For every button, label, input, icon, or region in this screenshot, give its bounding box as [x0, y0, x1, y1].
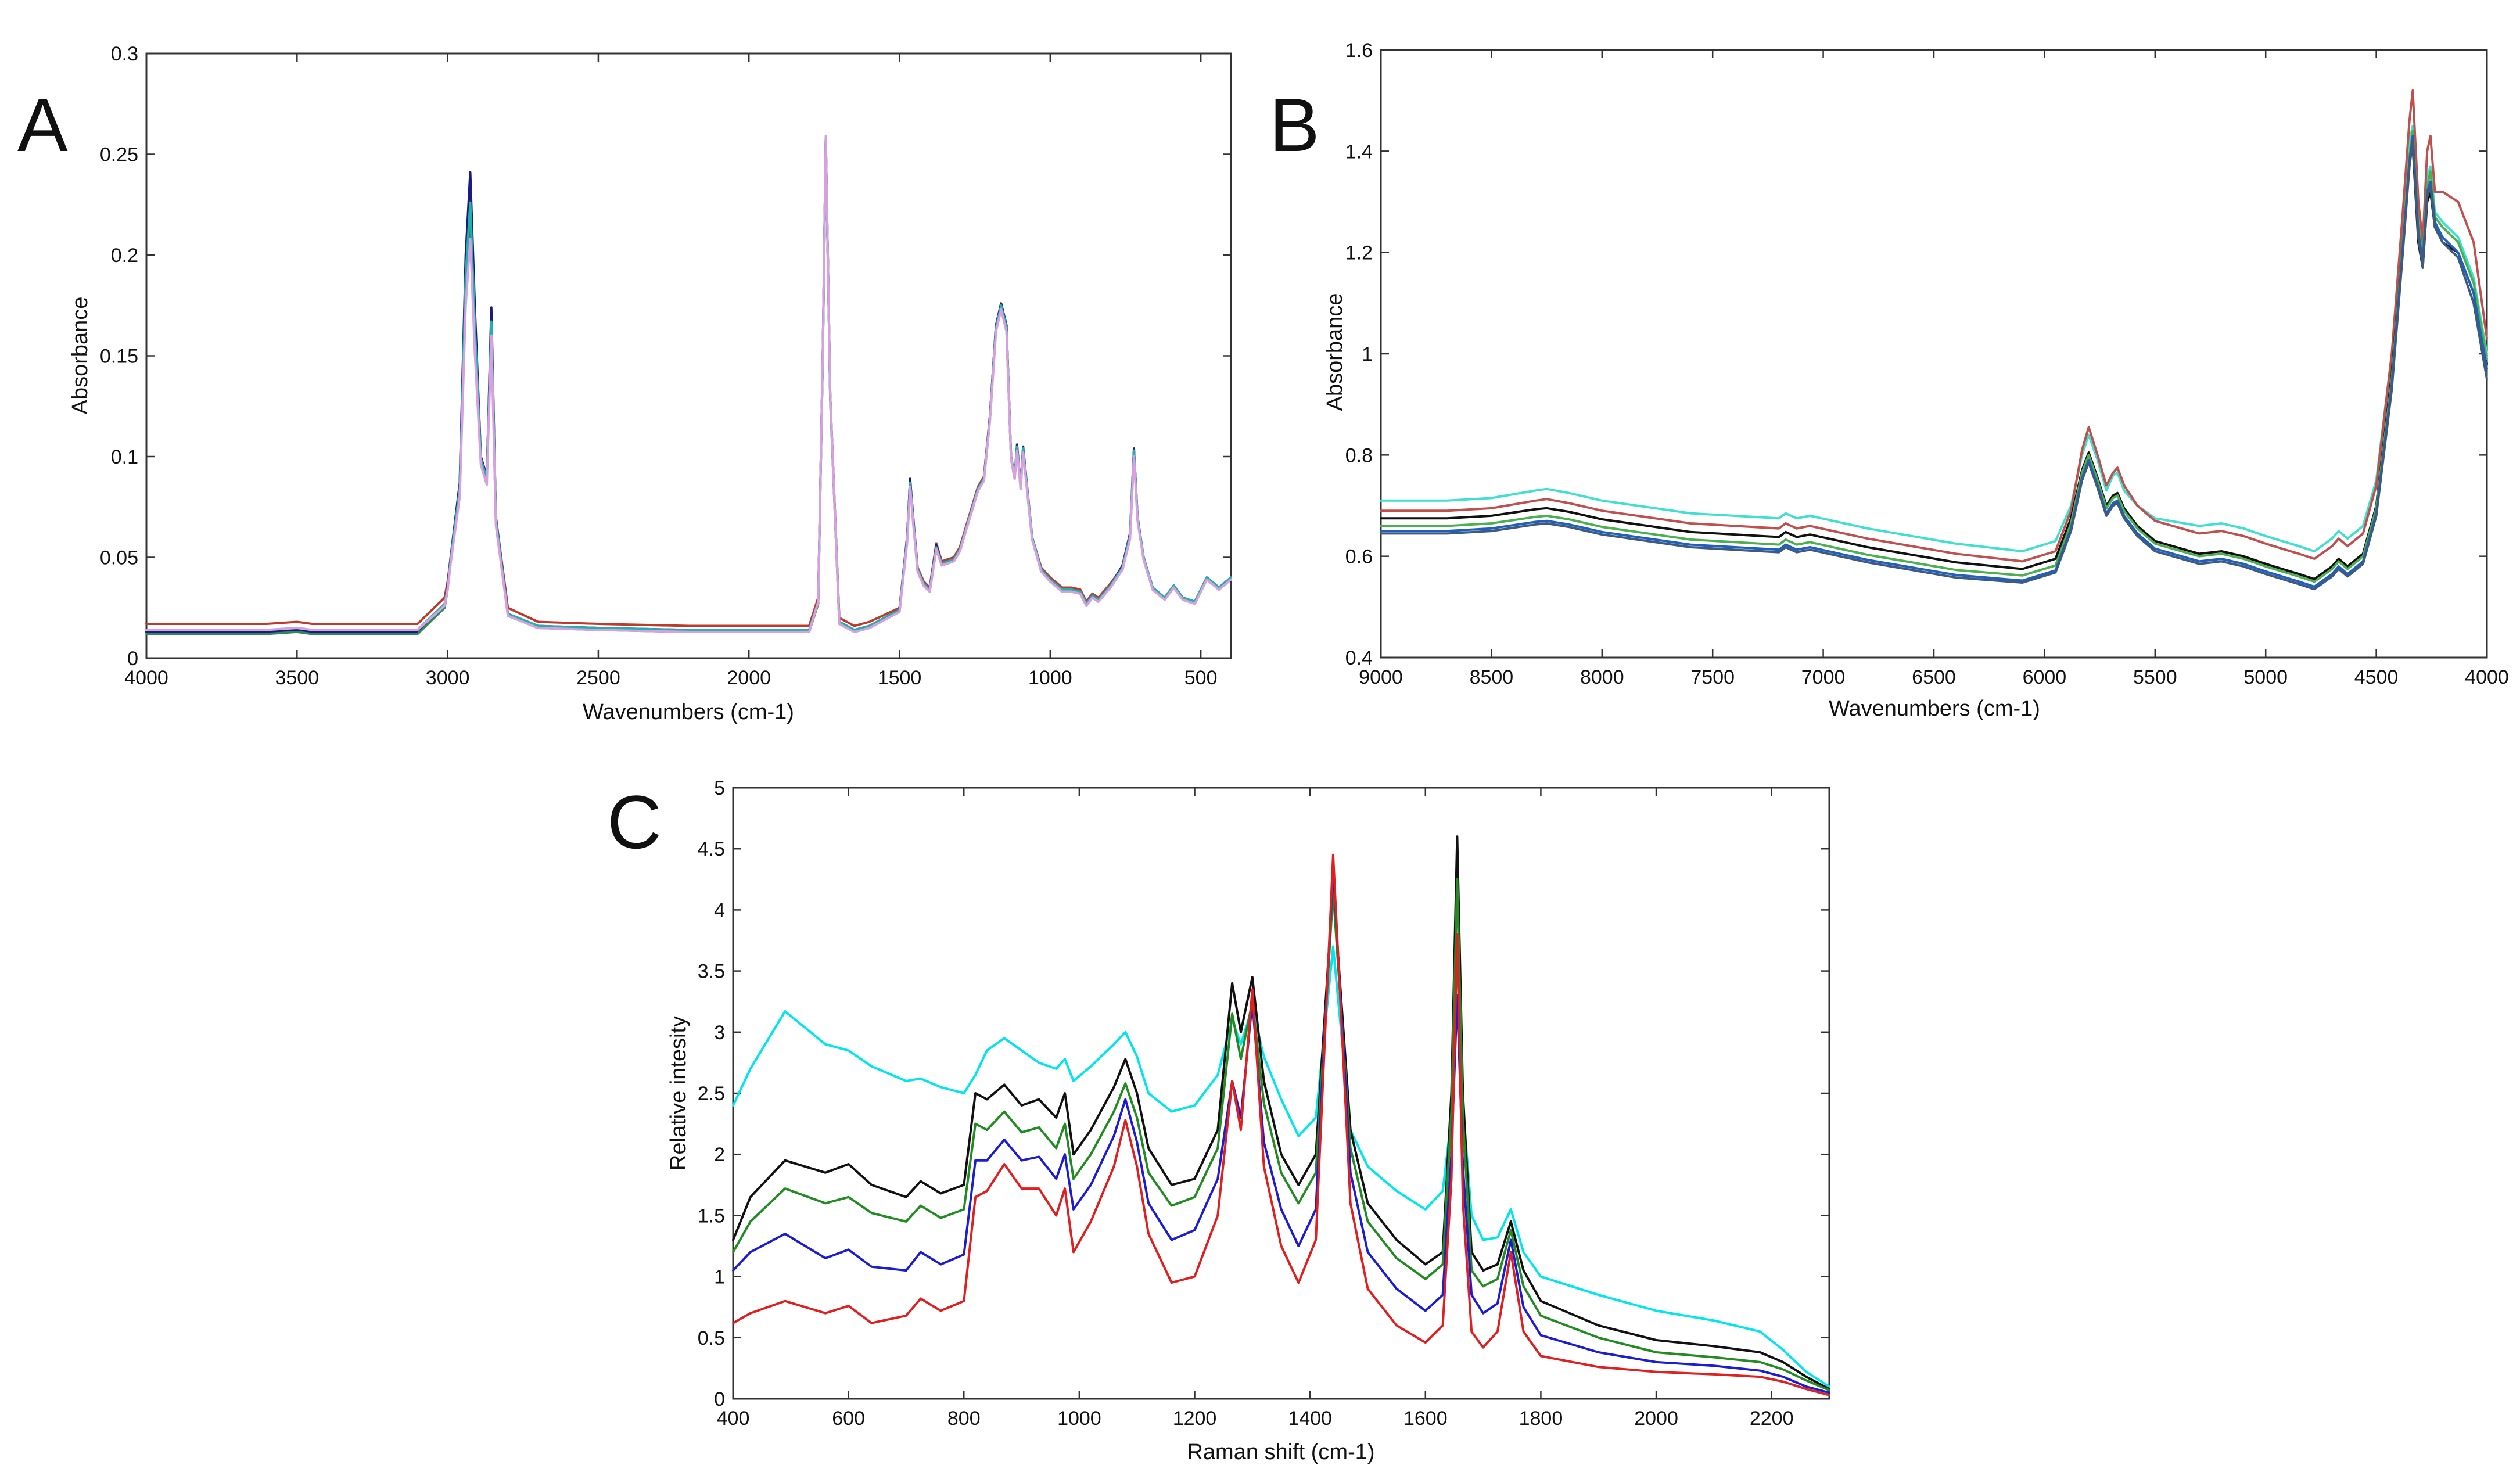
series-line-a-spectrum-4 — [145, 139, 1232, 631]
x-tick-label: 8000 — [1580, 666, 1624, 688]
series-line-b-spectrum-2 — [1380, 89, 2488, 563]
x-tick-label: 1400 — [1288, 1407, 1332, 1430]
y-tick-label: 0.2 — [111, 245, 138, 267]
panel-c-series — [732, 835, 1830, 1396]
y-tick-label: 2 — [714, 1144, 725, 1166]
y-tick-label: 2.5 — [698, 1083, 725, 1105]
y-tick-label: 0.4 — [1345, 647, 1373, 669]
y-tick-label: 3.5 — [698, 961, 725, 983]
y-tick-label: 1.2 — [1345, 242, 1373, 264]
x-tick-label: 1800 — [1519, 1407, 1563, 1430]
panel-a-x-ticks: 4000 3500 3000 2500 2000 1500 1000 500 — [124, 53, 1218, 689]
panel-c-x-axis-label: Raman shift (cm-1) — [1187, 1440, 1374, 1464]
y-tick-label: 1 — [714, 1266, 725, 1288]
panel-b-x-ticks: 9000 8500 8000 7500 7000 6500 6000 5500 5000 4500… — [1359, 50, 2509, 688]
y-tick-label: 0.6 — [1345, 546, 1373, 568]
x-tick-label: 1000 — [1028, 667, 1072, 689]
y-tick-label: 0 — [714, 1388, 725, 1410]
x-tick-label: 5500 — [2133, 666, 2177, 688]
series-line-a-spectrum-1 — [145, 137, 1232, 627]
series-line-a-spectrum-2 — [145, 137, 1232, 633]
x-tick-label: 1200 — [1173, 1407, 1217, 1430]
y-tick-label: 5 — [714, 777, 725, 799]
series-line-b-spectrum-1 — [1380, 124, 2488, 552]
x-tick-label: 7500 — [1690, 666, 1735, 688]
y-tick-label: 0.15 — [100, 346, 138, 368]
panel-c-y-axis-label: Relative intesity — [666, 1016, 691, 1170]
series-line-b-spectrum-3 — [1380, 145, 2488, 580]
series-line-b-spectrum-5 — [1380, 135, 2488, 588]
panel-a-letter: A — [17, 82, 68, 167]
panel-a-y-axis-label: Absorbance — [68, 297, 92, 415]
y-tick-label: 1.4 — [1345, 141, 1373, 163]
x-tick-label: 5000 — [2243, 666, 2288, 688]
y-tick-label: 0.5 — [698, 1327, 725, 1349]
x-tick-label: 4000 — [124, 667, 168, 689]
x-tick-label: 2000 — [727, 667, 771, 689]
panel-b-x-axis-label: Wavenumbers (cm-1) — [1829, 696, 2040, 721]
x-tick-label: 3000 — [426, 667, 470, 689]
y-tick-label: 0.25 — [100, 144, 138, 166]
series-line-c-spectrum-4 — [732, 866, 1830, 1394]
x-tick-label: 6000 — [2023, 666, 2067, 688]
y-tick-label: 1 — [1362, 343, 1373, 365]
series-line-b-spectrum-6 — [1380, 139, 2488, 591]
x-tick-label: 1000 — [1057, 1407, 1101, 1430]
series-line-c-spectrum-5 — [732, 853, 1830, 1396]
x-tick-label: 400 — [717, 1407, 750, 1430]
x-tick-label: 1500 — [878, 667, 922, 689]
x-tick-label: 2500 — [576, 667, 620, 689]
chart-panel-b: B 9000 8500 8000 7500 7000 6500 6000 5500 5000 45… — [1269, 40, 2509, 721]
x-tick-label: 500 — [1184, 667, 1218, 689]
chart-panel-c: C 400 600 800 1000 1200 1400 1600 1800 2000 2200 … — [607, 777, 1830, 1464]
x-tick-label: 7000 — [1801, 666, 1846, 688]
x-tick-label: 8500 — [1470, 666, 1514, 688]
panel-a-plot-frame — [145, 52, 1232, 659]
x-tick-label: 1600 — [1403, 1407, 1448, 1430]
x-tick-label: 4000 — [2465, 666, 2509, 688]
x-tick-label: 9000 — [1359, 666, 1403, 688]
y-tick-label: 3 — [714, 1022, 725, 1044]
x-tick-label: 800 — [947, 1407, 981, 1430]
panel-c-letter: C — [607, 780, 662, 864]
y-tick-label: 1.6 — [1345, 40, 1373, 62]
y-tick-label: 0.8 — [1345, 444, 1373, 466]
x-tick-label: 3500 — [275, 667, 319, 689]
series-line-a-spectrum-3 — [145, 139, 1232, 635]
series-line-c-spectrum-3 — [732, 878, 1830, 1392]
panel-b-y-ticks: 0.4 0.6 0.8 1 1.2 1.4 1.6 — [1345, 40, 2487, 669]
panel-a-y-ticks: 0 0.05 0.1 0.15 0.2 0.25 0.3 — [100, 43, 1231, 670]
y-tick-label: 1.5 — [698, 1205, 725, 1227]
y-tick-label: 4.5 — [698, 838, 725, 860]
series-line-c-spectrum-1 — [732, 945, 1830, 1388]
x-tick-label: 600 — [832, 1407, 865, 1430]
y-tick-label: 0 — [127, 648, 138, 670]
x-tick-label: 6500 — [1912, 666, 1956, 688]
x-tick-label: 2000 — [1634, 1407, 1678, 1430]
panel-a-x-axis-label: Wavenumbers (cm-1) — [583, 700, 794, 724]
y-tick-label: 4 — [714, 899, 725, 921]
y-tick-label: 0.05 — [100, 547, 138, 569]
y-tick-label: 0.3 — [111, 43, 138, 65]
panel-c-y-ticks: 0 0.5 1 1.5 2 2.5 3 3.5 4 4.5 5 — [698, 777, 1829, 1410]
panel-c-plot-frame — [732, 787, 1830, 1400]
panel-b-y-axis-label: Absorbance — [1323, 293, 1347, 411]
series-line-a-spectrum-5 — [145, 135, 1232, 633]
panel-c-x-ticks: 400 600 800 1000 1200 1400 1600 1800 2000 2200 — [717, 788, 1794, 1430]
panel-b-letter: B — [1269, 82, 1320, 167]
panel-a-series — [145, 135, 1232, 635]
series-line-b-spectrum-4 — [1380, 130, 2488, 583]
panel-b-series — [1380, 89, 2488, 591]
y-tick-label: 0.1 — [111, 446, 138, 468]
x-tick-label: 4500 — [2354, 666, 2399, 688]
chart-panel-a: A 4000 3500 3000 2500 2000 1500 1000 500 00.050… — [17, 43, 1232, 724]
x-tick-label: 2200 — [1750, 1407, 1794, 1430]
series-line-c-spectrum-2 — [732, 835, 1830, 1391]
